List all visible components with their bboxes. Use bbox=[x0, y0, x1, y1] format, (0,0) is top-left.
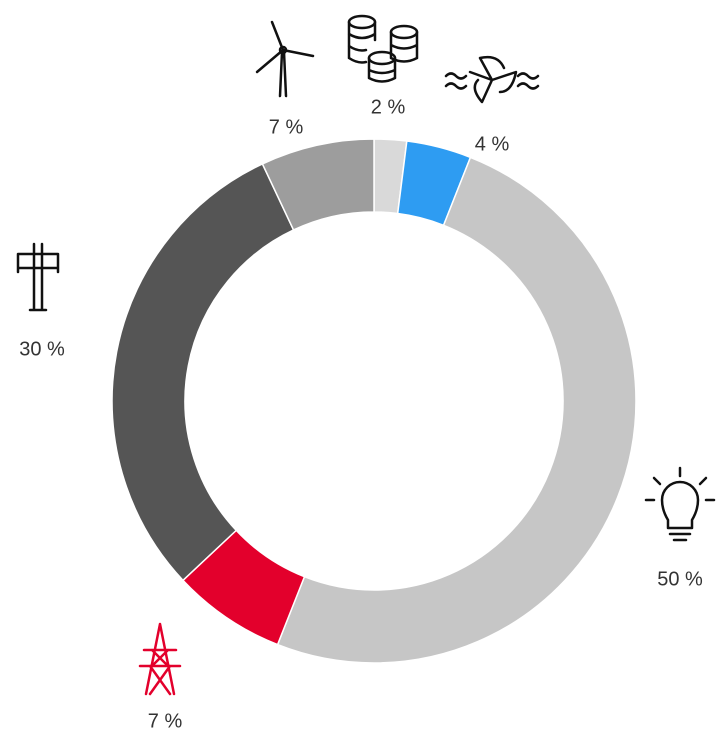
value-label: 2 % bbox=[371, 96, 406, 118]
value-label: 7 % bbox=[269, 116, 304, 138]
icon-coins bbox=[347, 14, 419, 83]
icon-bulb bbox=[644, 466, 716, 542]
icon-pylon bbox=[138, 622, 182, 696]
value-label: 4 % bbox=[475, 133, 510, 155]
donut-slice bbox=[111, 162, 295, 582]
value-label: 7 % bbox=[148, 710, 183, 732]
value-label: 30 % bbox=[19, 338, 65, 360]
value-label: 50 % bbox=[657, 568, 703, 590]
icon-wind-turbine bbox=[255, 20, 315, 98]
donut-slice bbox=[276, 156, 638, 664]
donut-slice bbox=[261, 138, 375, 231]
plot: 2 % 4 % 50 % 7 % 30 % 7 % bbox=[19, 96, 703, 732]
icon-hydro bbox=[444, 55, 540, 104]
icon-power-pole bbox=[16, 242, 60, 312]
